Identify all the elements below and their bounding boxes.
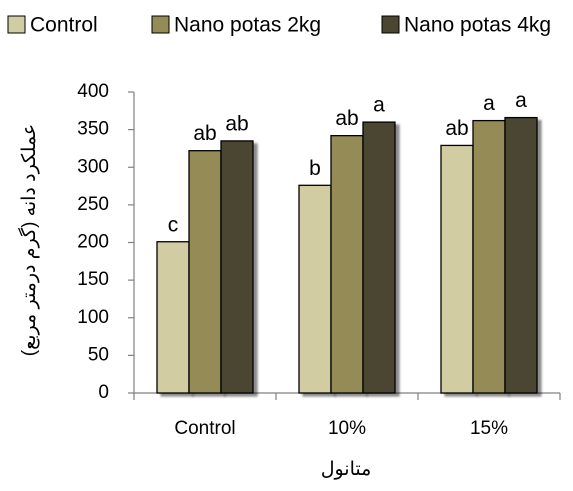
significance-letter: a bbox=[483, 92, 495, 115]
x-tick-label: 15% bbox=[470, 418, 508, 439]
bar bbox=[156, 241, 190, 394]
significance-letter: ab bbox=[445, 117, 468, 140]
bar bbox=[362, 121, 396, 394]
bar bbox=[504, 116, 538, 394]
significance-letter: b bbox=[309, 157, 321, 180]
significance-letter: ab bbox=[193, 122, 216, 145]
y-tick-label: 50 bbox=[88, 344, 109, 365]
y-tick-label: 150 bbox=[77, 269, 109, 290]
bar bbox=[220, 140, 254, 394]
significance-letter: a bbox=[515, 89, 527, 112]
legend-label: Nano potas 2kg bbox=[174, 14, 321, 37]
significance-letter: a bbox=[373, 94, 385, 117]
bar bbox=[472, 119, 506, 394]
legend-label: Control bbox=[30, 14, 98, 37]
y-axis-label: عملکرد دانه (گرم درمتر مربع) bbox=[17, 124, 40, 356]
legend-label: Nano potas 4kg bbox=[404, 14, 551, 37]
x-tick-label: Control bbox=[174, 418, 235, 439]
y-tick-label: 400 bbox=[77, 81, 109, 102]
y-tick-label: 200 bbox=[77, 232, 109, 253]
legend-swatch bbox=[7, 15, 26, 34]
significance-letter: ab bbox=[335, 107, 358, 130]
legend-swatch bbox=[381, 15, 400, 34]
y-tick-label: 250 bbox=[77, 194, 109, 215]
y-tick-label: 350 bbox=[77, 119, 109, 140]
significance-letter: c bbox=[168, 213, 179, 236]
legend-swatch bbox=[151, 15, 170, 34]
y-tick-label: 100 bbox=[77, 307, 109, 328]
bar bbox=[330, 134, 364, 394]
bar bbox=[298, 184, 332, 394]
y-tick-label: 0 bbox=[98, 382, 109, 403]
bar bbox=[440, 144, 474, 394]
bar bbox=[188, 150, 222, 394]
x-tick-label: 10% bbox=[328, 418, 366, 439]
y-tick-label: 300 bbox=[77, 156, 109, 177]
significance-letter: ab bbox=[225, 112, 248, 135]
x-axis-label: متانول bbox=[321, 459, 372, 480]
